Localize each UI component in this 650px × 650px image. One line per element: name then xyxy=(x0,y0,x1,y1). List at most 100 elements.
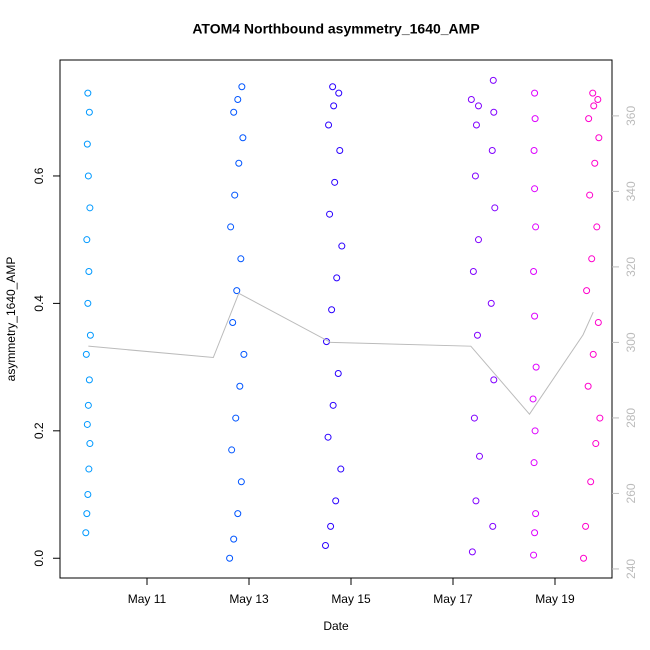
scatter-point xyxy=(234,96,242,104)
scatter-point xyxy=(530,268,538,276)
scatter-point xyxy=(595,134,603,142)
scatter-point xyxy=(587,478,595,486)
scatter-point xyxy=(86,331,94,339)
scatter-point xyxy=(335,89,343,97)
scatter-point xyxy=(489,522,497,530)
scatter-point xyxy=(84,299,92,307)
scatter-point xyxy=(337,465,345,473)
scatter-point xyxy=(86,204,94,212)
scatter-point xyxy=(232,414,240,422)
scatter-point xyxy=(531,89,539,97)
scatter-point xyxy=(474,236,482,244)
scatter-point xyxy=(596,414,604,422)
scatter-point xyxy=(580,554,588,562)
scatter-point xyxy=(229,319,237,327)
scatter-point xyxy=(329,401,337,409)
scatter-point xyxy=(83,236,91,244)
y-tick-label: 0.2 xyxy=(32,422,46,439)
y2-tick-label: 240 xyxy=(624,559,638,579)
scatter-point xyxy=(325,121,333,129)
scatter-point xyxy=(84,491,92,499)
y-tick-label: 0.0 xyxy=(32,550,46,567)
scatter-point xyxy=(593,223,601,231)
scatter-point xyxy=(531,185,539,193)
scatter-point xyxy=(85,465,93,473)
scatter-point xyxy=(83,140,91,148)
scatter-point xyxy=(333,274,341,282)
x-tick-label: May 13 xyxy=(229,592,269,606)
scatter-point xyxy=(240,350,248,358)
y-tick-label: 0.6 xyxy=(32,167,46,184)
scatter-point xyxy=(85,108,93,116)
scatter-point xyxy=(467,96,475,104)
scatter-point xyxy=(228,446,236,454)
scatter-point xyxy=(489,76,497,84)
scatter-point xyxy=(334,369,342,377)
scatter-point xyxy=(236,382,244,390)
scatter-point xyxy=(487,299,495,307)
scatter-point xyxy=(472,497,480,505)
scatter-point xyxy=(238,83,246,91)
scatter-point xyxy=(237,478,245,486)
scatter-point xyxy=(226,554,234,562)
scatter-point xyxy=(84,89,92,97)
y2-tick-label: 320 xyxy=(624,257,638,277)
y-axis-label: asymmetry_1640_AMP xyxy=(4,257,18,382)
scatter-point xyxy=(586,191,594,199)
scatter-point xyxy=(531,312,539,320)
scatter-point xyxy=(531,529,539,537)
scatter-point xyxy=(227,223,235,231)
scatter-point xyxy=(531,427,539,435)
scatter-point xyxy=(472,121,480,129)
scatter-point xyxy=(532,223,540,231)
scatter-point xyxy=(473,331,481,339)
plot-frame xyxy=(59,59,613,579)
y-tick-label: 0.4 xyxy=(32,295,46,312)
scatter-point xyxy=(85,268,93,276)
scatter-point xyxy=(589,89,597,97)
scatter-point xyxy=(83,420,91,428)
scatter-point xyxy=(585,115,593,123)
x-tick-label: May 17 xyxy=(433,592,473,606)
scatter-point xyxy=(234,510,242,518)
x-tick-label: May 15 xyxy=(331,592,371,606)
scatter-point xyxy=(490,376,498,384)
scatter-point xyxy=(85,376,93,384)
scatter-point xyxy=(336,146,344,154)
scatter-point xyxy=(469,268,477,276)
scatter-point xyxy=(321,542,329,550)
scatter-point xyxy=(588,255,596,263)
scatter-point xyxy=(233,287,241,295)
scatter-point xyxy=(590,102,598,110)
scatter-point xyxy=(239,134,247,142)
scatter-point xyxy=(332,497,340,505)
scatter-point xyxy=(589,350,597,358)
scatter-point xyxy=(338,242,346,250)
line-series xyxy=(88,292,594,415)
scatter-point xyxy=(532,363,540,371)
scatter-point xyxy=(594,319,602,327)
scatter-point xyxy=(84,172,92,180)
scatter-point xyxy=(592,440,600,448)
scatter-point xyxy=(83,510,91,518)
y2-tick-label: 280 xyxy=(624,408,638,428)
y2-tick-label: 360 xyxy=(624,106,638,126)
scatter-point xyxy=(237,255,245,263)
scatter-point xyxy=(331,178,339,186)
chart-title: ATOM4 Northbound asymmetry_1640_AMP xyxy=(192,21,479,37)
scatter-point xyxy=(530,551,538,559)
y2-tick-label: 260 xyxy=(624,483,638,503)
scatter-point xyxy=(530,459,538,467)
scatter-point xyxy=(235,159,243,167)
scatter-point xyxy=(330,102,338,110)
scatter-point xyxy=(82,529,90,537)
y2-tick-label: 300 xyxy=(624,332,638,352)
scatter-point xyxy=(474,102,482,110)
scatter-point xyxy=(491,204,499,212)
x-tick-label: May 11 xyxy=(128,592,167,606)
scatter-point xyxy=(591,159,599,167)
scatter-point xyxy=(488,146,496,154)
scatter-point xyxy=(329,83,337,91)
scatter-point xyxy=(231,191,239,199)
